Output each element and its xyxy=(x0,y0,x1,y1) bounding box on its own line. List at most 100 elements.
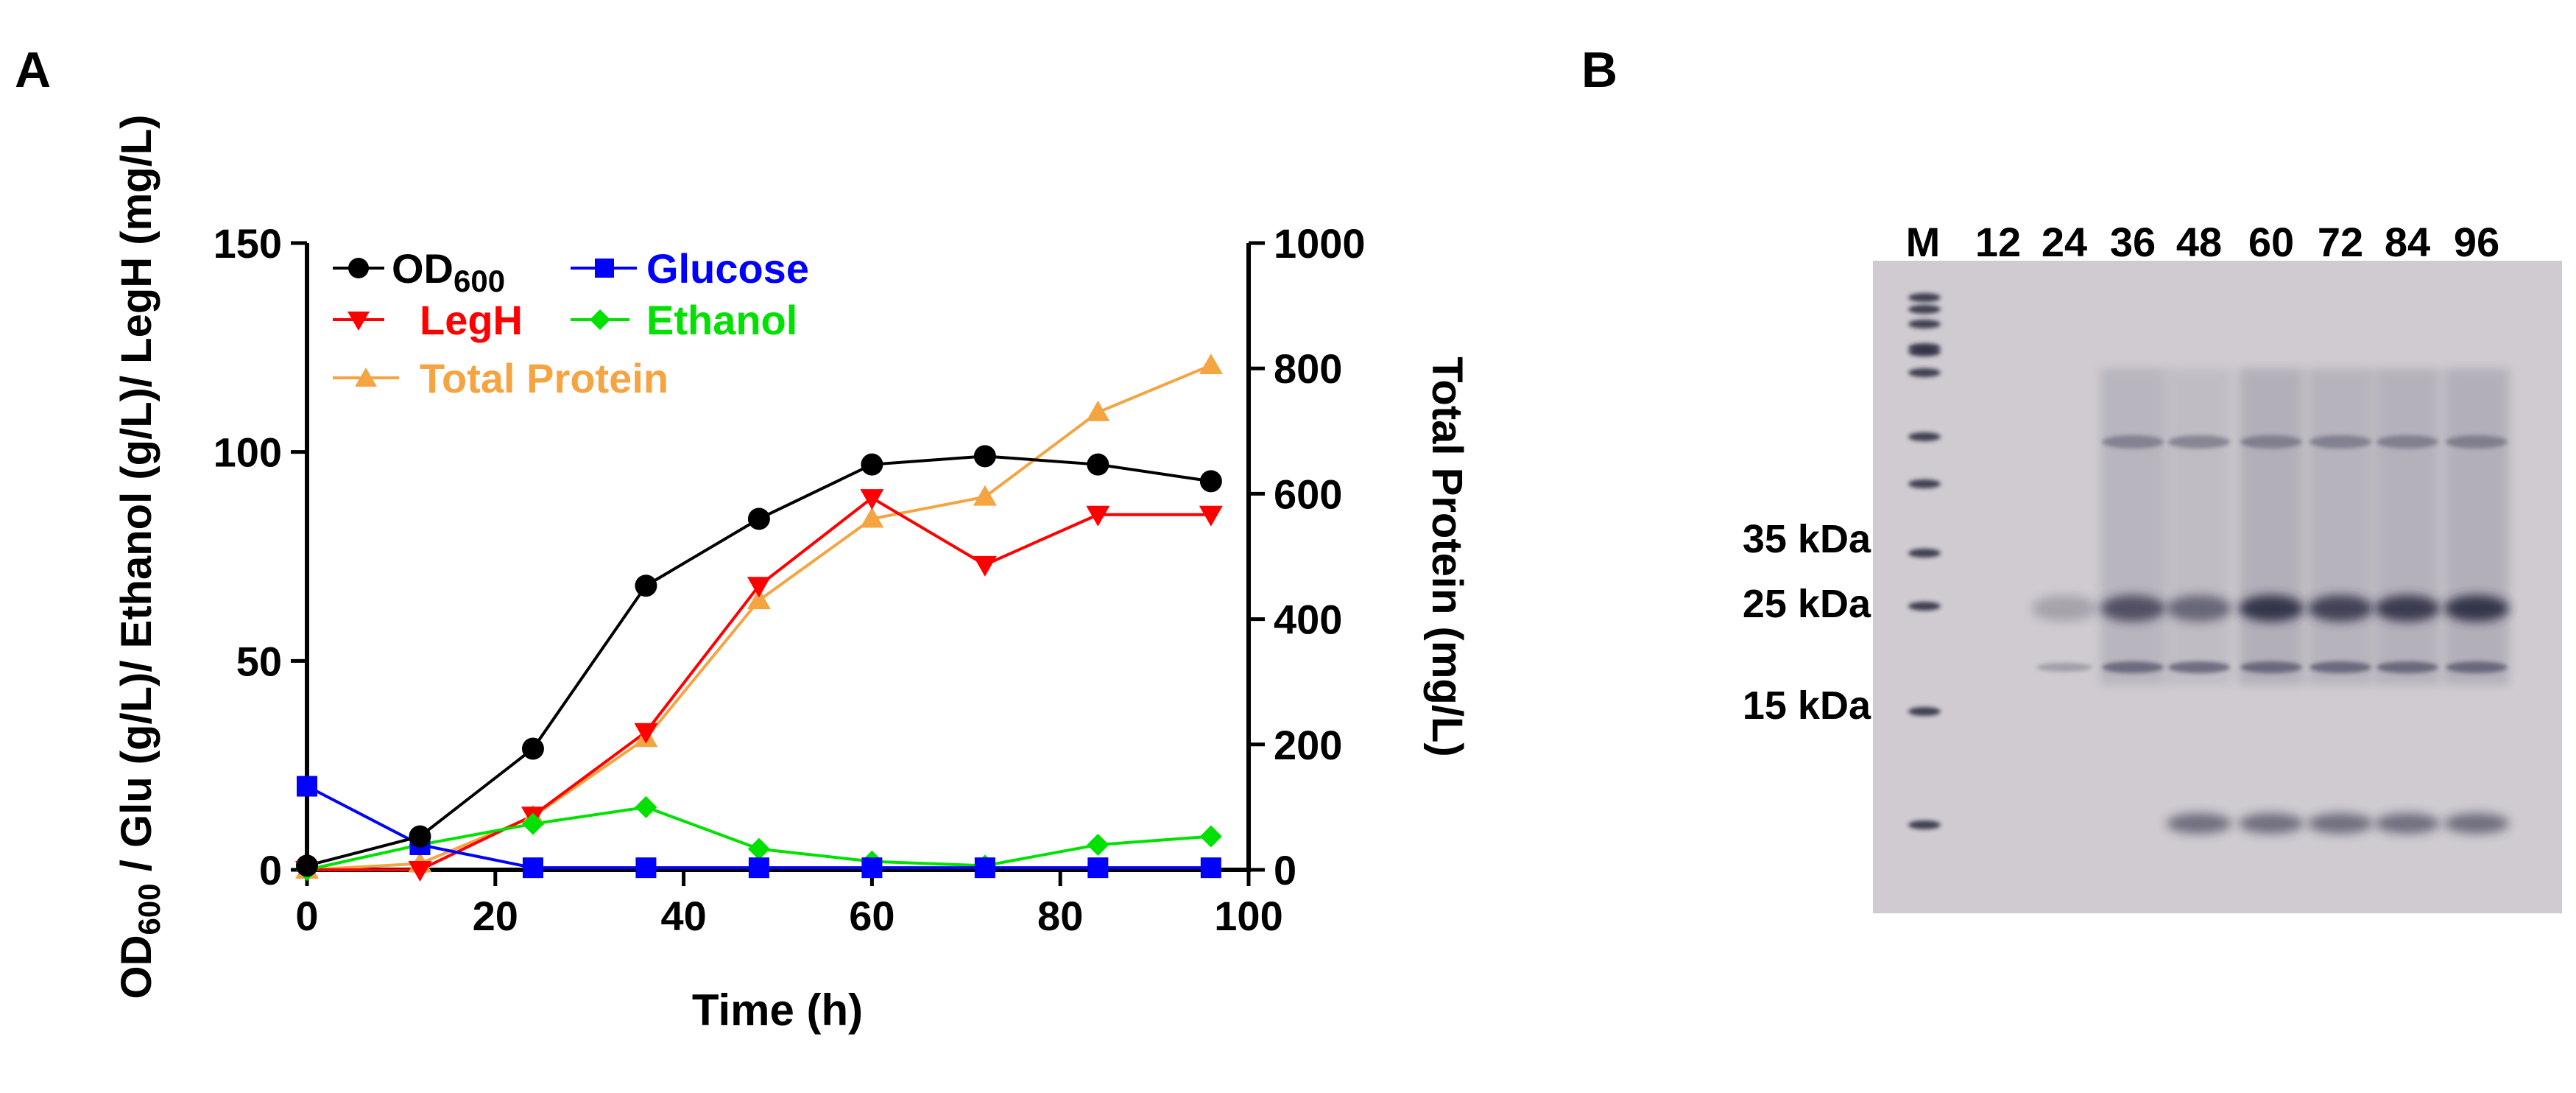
lane-smear xyxy=(2308,368,2373,685)
upper-band xyxy=(2446,435,2508,449)
legend-marker-circle xyxy=(348,258,369,278)
data-point-ethanol xyxy=(635,795,657,818)
ladder-band xyxy=(1908,368,1941,377)
data-point-glucose xyxy=(1087,857,1109,879)
lower-band xyxy=(2240,661,2302,673)
series-line-legh xyxy=(307,496,1211,871)
legend-label-ethanol: Ethanol xyxy=(646,297,797,343)
lane-label: 48 xyxy=(2176,219,2222,265)
legh-band xyxy=(2375,595,2440,622)
right-y-tick-label: 1000 xyxy=(1274,220,1366,267)
ladder-band xyxy=(1908,820,1941,829)
ladder-band xyxy=(1908,348,1941,356)
ladder-band xyxy=(1908,707,1941,716)
legend-entry-ethanol: Ethanol xyxy=(571,297,797,343)
right-y-tick-label: 600 xyxy=(1274,471,1342,517)
lane-label: M xyxy=(1906,219,1941,265)
data-point-glucose xyxy=(522,857,543,879)
upper-band xyxy=(2376,435,2438,449)
marker-size-label: 25 kDa xyxy=(1743,582,1871,626)
lower-band xyxy=(2446,661,2508,673)
data-point-legh xyxy=(973,555,997,577)
marker-size-label: 35 kDa xyxy=(1743,517,1871,561)
left-y-tick-label: 50 xyxy=(236,638,282,684)
data-point-legh xyxy=(1086,505,1110,527)
data-point-od600 xyxy=(973,445,996,468)
series-line-total_protein xyxy=(306,364,1212,871)
lower-band xyxy=(2309,661,2371,673)
right-y-tick-label: 400 xyxy=(1274,597,1342,643)
left-y-tick-label: 150 xyxy=(214,220,282,267)
ladder-band xyxy=(1908,602,1941,611)
legh-band xyxy=(2444,595,2509,622)
data-point-glucose xyxy=(1200,857,1221,879)
legend: OD600 Glucose LegH Ethanol Total Protein xyxy=(333,245,809,401)
legend-label-glucose: Glucose xyxy=(646,245,809,292)
data-point-glucose xyxy=(861,857,883,879)
lower-band xyxy=(2036,663,2092,672)
legend-marker-square xyxy=(595,259,614,278)
x-tick-label: 100 xyxy=(1214,893,1282,939)
data-point-legh xyxy=(747,577,771,598)
lane-label: 60 xyxy=(2248,219,2294,265)
x-tick-label: 20 xyxy=(473,893,518,939)
series-lines xyxy=(306,364,1212,871)
series-markers xyxy=(295,353,1223,882)
lane-smear xyxy=(2375,368,2440,685)
data-point-ethanol xyxy=(1199,825,1222,848)
lane-label: 12 xyxy=(1975,219,2021,265)
gel-bands xyxy=(1908,293,2509,834)
legend-entry-total-protein: Total Protein xyxy=(333,355,668,401)
right-y-tick-label: 200 xyxy=(1274,722,1342,768)
bottom-band xyxy=(2167,813,2231,834)
lane-smear xyxy=(2239,368,2304,685)
lane-label: 84 xyxy=(2385,219,2430,265)
panel-a-label: A xyxy=(15,42,51,98)
legend-entry-glucose: Glucose xyxy=(571,245,809,292)
data-point-od600 xyxy=(296,854,318,877)
legh-band xyxy=(2308,595,2373,622)
data-point-legh xyxy=(1199,505,1223,527)
data-point-total_protein xyxy=(973,485,997,506)
left-y-tick-label: 0 xyxy=(259,847,282,893)
lane-label: 72 xyxy=(2318,219,2363,265)
x-tick-label: 40 xyxy=(660,893,706,939)
data-point-ethanol xyxy=(747,837,770,860)
legh-band xyxy=(2239,595,2304,622)
legend-label-total-protein: Total Protein xyxy=(420,355,668,401)
gel-image: M 12 24 36 48 60 72 84 96 35 kDa 25 kDa 15 kDa xyxy=(1743,219,2562,913)
upper-band xyxy=(2168,435,2230,449)
legend-entry-od600: OD600 xyxy=(333,245,505,298)
x-tick-label: 0 xyxy=(295,893,318,939)
data-point-od600 xyxy=(1199,470,1222,493)
right-y-tick-label: 800 xyxy=(1274,345,1342,392)
lane-label: 24 xyxy=(2042,219,2087,265)
data-point-total_protein xyxy=(1199,353,1223,374)
legend-marker-triangle-down xyxy=(347,312,370,331)
marker-size-labels: 35 kDa 25 kDa 15 kDa xyxy=(1743,517,1871,728)
right-y-axis-title: Total Protein (mg/L) xyxy=(1423,356,1471,756)
lane-label: 96 xyxy=(2454,219,2499,265)
right-y-tick-label: 0 xyxy=(1274,847,1296,893)
x-tick-label: 80 xyxy=(1037,893,1083,939)
ladder-band xyxy=(1908,320,1941,328)
legend-entry-legh: LegH xyxy=(333,297,523,343)
legend-label-od600-subscript: 600 xyxy=(454,264,505,298)
legh-band xyxy=(2032,595,2097,622)
marker-size-label: 15 kDa xyxy=(1743,683,1871,728)
legend-label-od600: OD600 xyxy=(392,245,505,298)
data-point-total_protein xyxy=(860,507,884,528)
data-point-ethanol xyxy=(1087,833,1109,856)
lane-label: 36 xyxy=(2110,219,2156,265)
upper-band xyxy=(2309,435,2371,449)
data-point-legh xyxy=(634,723,658,744)
lane-labels: M 12 24 36 48 60 72 84 96 xyxy=(1906,219,2499,265)
ladder-band xyxy=(1908,479,1941,488)
data-point-od600 xyxy=(747,507,770,530)
upper-band xyxy=(2240,435,2302,449)
left-y-axis-title-subscript: 600 xyxy=(132,883,166,935)
data-point-glucose xyxy=(974,857,995,879)
